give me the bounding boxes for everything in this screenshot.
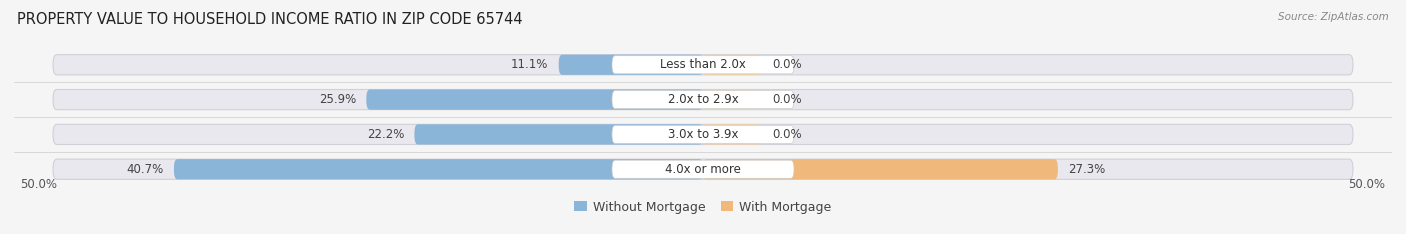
FancyBboxPatch shape [558,55,703,75]
FancyBboxPatch shape [367,89,703,110]
FancyBboxPatch shape [53,55,1353,75]
Text: 50.0%: 50.0% [21,178,58,191]
Text: 40.7%: 40.7% [127,163,163,176]
Text: Source: ZipAtlas.com: Source: ZipAtlas.com [1278,12,1389,22]
FancyBboxPatch shape [174,159,703,179]
Text: 25.9%: 25.9% [319,93,356,106]
Text: 11.1%: 11.1% [510,58,548,71]
FancyBboxPatch shape [703,159,1057,179]
FancyBboxPatch shape [703,124,762,145]
Text: 50.0%: 50.0% [1348,178,1385,191]
FancyBboxPatch shape [612,125,794,143]
FancyBboxPatch shape [415,124,703,145]
Text: 0.0%: 0.0% [772,128,801,141]
FancyBboxPatch shape [53,89,1353,110]
FancyBboxPatch shape [612,91,794,109]
Text: 3.0x to 3.9x: 3.0x to 3.9x [668,128,738,141]
Text: 27.3%: 27.3% [1069,163,1105,176]
Text: 4.0x or more: 4.0x or more [665,163,741,176]
FancyBboxPatch shape [53,159,1353,179]
FancyBboxPatch shape [612,56,794,74]
FancyBboxPatch shape [703,89,762,110]
Text: Less than 2.0x: Less than 2.0x [659,58,747,71]
Text: PROPERTY VALUE TO HOUSEHOLD INCOME RATIO IN ZIP CODE 65744: PROPERTY VALUE TO HOUSEHOLD INCOME RATIO… [17,12,523,27]
FancyBboxPatch shape [53,124,1353,145]
Text: 22.2%: 22.2% [367,128,404,141]
Text: 2.0x to 2.9x: 2.0x to 2.9x [668,93,738,106]
FancyBboxPatch shape [612,160,794,178]
FancyBboxPatch shape [703,55,762,75]
Text: 0.0%: 0.0% [772,93,801,106]
Legend: Without Mortgage, With Mortgage: Without Mortgage, With Mortgage [569,196,837,219]
Text: 0.0%: 0.0% [772,58,801,71]
